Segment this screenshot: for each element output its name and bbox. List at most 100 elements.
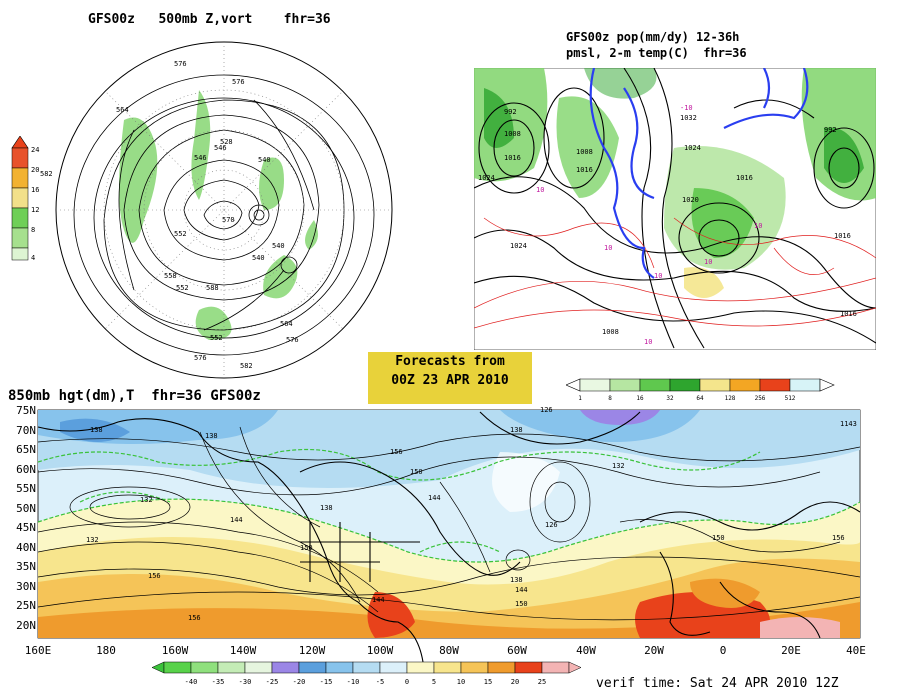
- lon-label: 60W: [507, 644, 527, 657]
- panel-850mb-title: 850mb hgt(dm),T fhr=36 GFS00z: [8, 388, 261, 404]
- temp-label: 10: [536, 186, 544, 194]
- lon-label: 160E: [25, 644, 52, 657]
- contour-label: 576: [232, 78, 245, 86]
- colorbar-arrow-left: [152, 661, 165, 674]
- longitude-labels: 160E 180 160W 140W 120W 100W 80W 60W 40W…: [25, 644, 866, 657]
- contour-label: 540: [272, 242, 285, 250]
- colorbar-label: 8: [31, 226, 35, 234]
- freezing-line: [589, 68, 809, 279]
- lon-label: 20E: [781, 644, 801, 657]
- height-label: 150: [712, 534, 725, 542]
- vorticity-colorbar: 24 20 16 12 8 4: [11, 136, 39, 262]
- contour-label: 546: [194, 154, 207, 162]
- pressure-label: 1016: [834, 232, 851, 240]
- colorbar-label: 24: [31, 146, 39, 154]
- forecast-init-line1: Forecasts from: [395, 354, 505, 369]
- colorbar-label: -15: [320, 678, 333, 686]
- colorbar-box: [217, 661, 246, 674]
- lat-label: 40N: [16, 541, 36, 554]
- lat-label: 60N: [16, 463, 36, 476]
- lon-label: 100W: [367, 644, 394, 657]
- height-label: 156: [390, 448, 403, 456]
- lat-label: 35N: [16, 560, 36, 573]
- height-label: 132: [86, 536, 99, 544]
- contour-label: 546: [214, 144, 227, 152]
- lon-label: 120W: [299, 644, 326, 657]
- height-label: 1143: [840, 420, 857, 428]
- pressure-label: 1024: [478, 174, 495, 182]
- colorbar-label: -20: [293, 678, 306, 686]
- pressure-label: 1008: [504, 130, 521, 138]
- height-label: 126: [545, 521, 558, 529]
- lat-lon-grid: [56, 42, 392, 378]
- temp-label: 10: [654, 272, 662, 280]
- pressure-label: 992: [824, 126, 837, 134]
- panel-pop-title-line1: GFS00z pop(mm/dy) 12-36h: [566, 30, 740, 44]
- lon-label: 160W: [162, 644, 189, 657]
- lat-label: 20N: [16, 619, 36, 632]
- colorbar-box: [163, 661, 192, 674]
- lon-label: 180: [96, 644, 116, 657]
- lon-label: 0: [720, 644, 727, 657]
- pressure-label: 1024: [684, 144, 701, 152]
- height-label: 144: [230, 516, 243, 524]
- lon-label: 40W: [576, 644, 596, 657]
- colorbar-label: -10: [347, 678, 360, 686]
- colorbar-label: 16: [636, 395, 644, 402]
- temp-label: 10: [644, 338, 652, 346]
- height-label: 156: [832, 534, 845, 542]
- colorbar-label: 10: [457, 678, 465, 686]
- colorbar-box: [325, 661, 354, 674]
- colorbar-box: [298, 661, 327, 674]
- temperature-colorbar-boxes: [152, 661, 582, 674]
- colorbar-box: [406, 661, 435, 674]
- pressure-label: 1008: [576, 148, 593, 156]
- verif-time: verif time: Sat 24 APR 2010 12Z: [596, 676, 839, 691]
- contour-label: 540: [252, 254, 265, 262]
- lat-label: 50N: [16, 502, 36, 515]
- pressure-label: 1032: [680, 114, 697, 122]
- height-label: 138: [90, 426, 103, 434]
- height-label: 150: [410, 468, 423, 476]
- colorbar-box: [190, 661, 219, 674]
- colorbar-label: 25: [538, 678, 546, 686]
- height-label: 144: [372, 596, 385, 604]
- colorbar-label: 20: [31, 166, 39, 174]
- height-label: 150: [300, 544, 313, 552]
- pressure-label: 992: [504, 108, 517, 116]
- lat-label: 45N: [16, 521, 36, 534]
- colorbar-label: 20: [511, 678, 519, 686]
- height-label: 132: [612, 462, 625, 470]
- contour-label: 576: [174, 60, 187, 68]
- coastlines: [37, 411, 861, 663]
- temp-label: 10: [754, 222, 762, 230]
- lat-label: 70N: [16, 424, 36, 437]
- colorbar-box: [433, 661, 462, 674]
- temp-label: 10: [604, 244, 612, 252]
- colorbar-label: 256: [755, 395, 766, 402]
- contour-label: 564: [116, 106, 129, 114]
- height-label: 138: [510, 426, 523, 434]
- height-labels: 138 138 156 150 144 138 132 126 132 138 …: [86, 406, 857, 622]
- temperature-colorbar-labels: -40 -35 -30 -25 -20 -15 -10 -5 0 5 10 15 20 25: [185, 678, 547, 686]
- pop-pmsl-map: 992 1008 1016 1008 1016 1024 1032 1024 1…: [474, 68, 876, 350]
- colorbar-label: 1: [578, 395, 582, 402]
- lon-label: 80W: [439, 644, 459, 657]
- colorbar-label: 15: [484, 678, 492, 686]
- lon-label: 140W: [230, 644, 257, 657]
- pressure-label: 1016: [576, 166, 593, 174]
- height-label: 138: [205, 432, 218, 440]
- colorbar-box: [379, 661, 408, 674]
- panel-500mb-title: GFS00z 500mb Z,vort fhr=36: [88, 12, 331, 27]
- colorbar-label: 5: [432, 678, 436, 686]
- height-label: 156: [188, 614, 201, 622]
- contour-labels: 576 576 564 546 528 540 552 558 570 546 …: [40, 60, 299, 370]
- lat-label: 55N: [16, 482, 36, 495]
- vort-colorbar-labels: 24 20 16 12 8 4: [31, 146, 39, 262]
- lat-label: 75N: [16, 404, 36, 417]
- colorbar-box: [487, 661, 516, 674]
- contour-label: 528: [220, 138, 233, 146]
- height-contours-850: [37, 426, 861, 621]
- contour-label: 582: [240, 362, 253, 370]
- contour-label: 540: [258, 156, 271, 164]
